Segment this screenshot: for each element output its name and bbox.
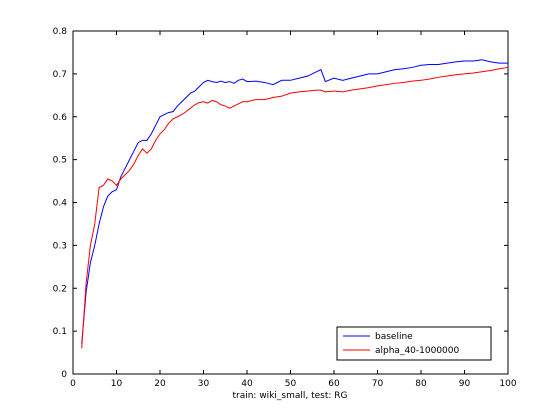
legend-label-baseline: baseline — [375, 332, 413, 342]
x-tick-label: 80 — [415, 379, 427, 389]
x-tick-label: 60 — [328, 379, 340, 389]
y-tick-label: 0.5 — [53, 156, 67, 166]
x-tick-label: 90 — [459, 379, 471, 389]
plot-area — [72, 30, 509, 375]
x-tick-label: 100 — [499, 379, 516, 389]
axis-ticks — [72, 30, 509, 375]
series-line-alpha — [81, 66, 509, 349]
y-tick-label: 0.2 — [53, 284, 67, 294]
y-tick-label: 0.3 — [53, 241, 67, 251]
x-tick-label: 10 — [111, 379, 123, 389]
x-axis-label: train: wiki_small, test: RG — [232, 391, 347, 401]
y-tick-label: 0.1 — [53, 327, 67, 337]
axis-tick-labels: 0 10 20 30 40 50 60 70 80 90 100 0 0.1 0.2 0.3 0.4 0.5 0.… — [53, 27, 517, 389]
legend-label-alpha: alpha_40-1000000 — [375, 346, 460, 356]
y-tick-label: 0.7 — [53, 70, 67, 80]
x-tick-label: 20 — [154, 379, 166, 389]
x-tick-label: 70 — [372, 379, 384, 389]
y-tick-label: 0.8 — [53, 27, 68, 37]
series-line-baseline — [81, 59, 508, 345]
x-tick-label: 40 — [241, 379, 253, 389]
y-tick-label: 0.4 — [53, 199, 68, 209]
y-tick-label: 0 — [61, 370, 67, 380]
series-lines — [81, 59, 509, 349]
x-tick-label: 0 — [70, 379, 76, 389]
x-tick-label: 50 — [285, 379, 297, 389]
y-tick-label: 0.6 — [53, 113, 68, 123]
legend: baseline alpha_40-1000000 — [336, 326, 492, 361]
x-tick-label: 30 — [198, 379, 210, 389]
legend-box — [336, 326, 492, 361]
